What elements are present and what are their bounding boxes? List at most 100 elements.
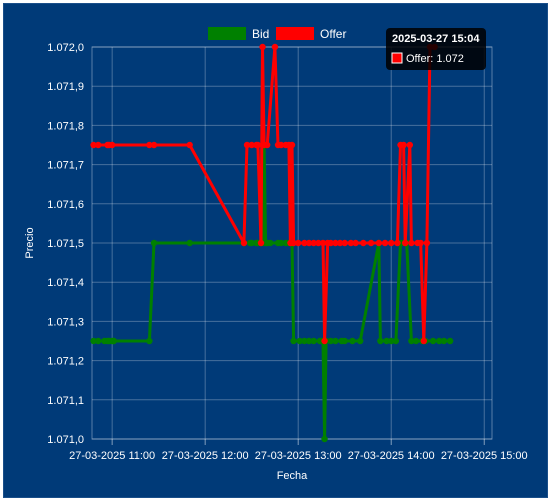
offer-data-point[interactable] <box>360 239 367 247</box>
x-tick-label: 27-03-2025 11:00 <box>69 450 155 462</box>
bid-data-point[interactable] <box>290 337 297 345</box>
bid-data-point[interactable] <box>436 337 443 345</box>
bid-data-point[interactable] <box>310 337 317 345</box>
offer-data-point[interactable] <box>327 239 334 247</box>
offer-data-point[interactable] <box>295 239 302 247</box>
x-tick-label: 27-03-2025 12:00 <box>162 450 249 462</box>
bid-data-point[interactable] <box>321 435 328 443</box>
tooltip-value: Offer: 1.072 <box>406 53 464 65</box>
offer-data-point[interactable] <box>423 239 431 247</box>
offer-data-point[interactable] <box>352 239 359 247</box>
offer-data-point[interactable] <box>95 141 102 149</box>
bid-data-point[interactable] <box>446 337 454 345</box>
y-tick-label: 1.071,4 <box>47 277 84 289</box>
offer-data-point[interactable] <box>288 141 296 149</box>
bid-data-point[interactable] <box>357 337 364 345</box>
offer-data-point[interactable] <box>263 141 271 149</box>
bid-data-point[interactable] <box>301 337 308 345</box>
bid-data-point[interactable] <box>412 337 420 345</box>
bid-data-point[interactable] <box>146 337 153 345</box>
offer-data-point[interactable] <box>290 239 297 247</box>
offer-data-point[interactable] <box>336 239 344 247</box>
bid-data-point[interactable] <box>267 239 274 247</box>
offer-data-point[interactable] <box>381 239 389 247</box>
offer-data-point[interactable] <box>400 141 407 149</box>
offer-data-point[interactable] <box>394 239 401 247</box>
offer-data-point[interactable] <box>408 239 415 247</box>
offer-data-point[interactable] <box>150 141 158 149</box>
offer-data-point[interactable] <box>332 239 339 247</box>
bid-data-point[interactable] <box>349 337 356 345</box>
bid-data-point[interactable] <box>377 337 384 345</box>
offer-data-point[interactable] <box>277 141 285 149</box>
offer-data-point[interactable] <box>319 239 327 247</box>
offer-data-point[interactable] <box>341 239 348 247</box>
bid-data-point[interactable] <box>95 337 102 345</box>
bid-data-point[interactable] <box>429 337 437 345</box>
offer-data-point[interactable] <box>240 239 248 247</box>
offer-data-point[interactable] <box>315 239 322 247</box>
tooltip-swatch <box>391 52 403 64</box>
y-tick-label: 1.071,2 <box>47 356 84 368</box>
y-tick-label: 1.071,0 <box>47 434 84 446</box>
bid-data-point[interactable] <box>90 337 97 345</box>
offer-data-point[interactable] <box>186 141 193 149</box>
offer-data-point[interactable] <box>146 141 153 149</box>
x-tick-label: 27-03-2025 14:00 <box>348 450 435 462</box>
x-axis-title: Fecha <box>277 470 308 482</box>
bid-data-point[interactable] <box>150 239 158 247</box>
legend-label-bid[interactable]: Bid <box>252 27 269 41</box>
offer-data-point[interactable] <box>367 239 375 247</box>
x-tick-label: 27-03-2025 13:00 <box>255 450 342 462</box>
bid-data-point[interactable] <box>332 337 339 345</box>
bid-data-point[interactable] <box>388 337 395 345</box>
y-tick-label: 1.071,6 <box>47 199 84 211</box>
bid-series-line <box>93 143 451 441</box>
offer-data-point[interactable] <box>259 43 266 51</box>
bid-data-point[interactable] <box>341 337 348 345</box>
bid-data-point[interactable] <box>305 337 313 345</box>
offer-data-point[interactable] <box>375 239 383 247</box>
bid-data-point[interactable] <box>277 239 285 247</box>
bid-data-point[interactable] <box>383 337 390 345</box>
bid-data-point[interactable] <box>327 337 334 345</box>
legend-swatch-offer[interactable] <box>276 27 314 40</box>
offer-data-point[interactable] <box>243 141 251 149</box>
offer-data-point[interactable] <box>420 337 427 345</box>
y-tick-label: 1.071,9 <box>47 81 84 93</box>
tooltip-box <box>386 28 486 70</box>
offer-data-point[interactable] <box>90 141 97 149</box>
bid-data-point[interactable] <box>186 239 193 247</box>
x-tick-label: 27-03-2025 15:00 <box>441 450 528 462</box>
y-axis-title: Precio <box>24 227 36 258</box>
offer-data-point[interactable] <box>301 239 308 247</box>
offer-data-point[interactable] <box>108 141 116 149</box>
y-tick-label: 1.072,0 <box>47 42 84 54</box>
offer-data-point[interactable] <box>406 141 414 149</box>
bid-data-point[interactable] <box>440 337 448 345</box>
offer-data-point[interactable] <box>417 239 424 247</box>
legend-swatch-bid[interactable] <box>208 27 246 40</box>
offer-data-point[interactable] <box>388 239 395 247</box>
bid-data-point[interactable] <box>110 337 117 345</box>
offer-data-point[interactable] <box>271 43 279 51</box>
legend-label-offer[interactable]: Offer <box>320 27 346 41</box>
offer-data-point[interactable] <box>401 239 409 247</box>
bid-data-point[interactable] <box>296 337 303 345</box>
plot-area-border <box>91 46 493 440</box>
bid-data-point[interactable] <box>408 337 415 345</box>
y-tick-label: 1.071,7 <box>47 160 84 172</box>
y-tick-label: 1.071,3 <box>47 316 84 328</box>
offer-data-point[interactable] <box>254 141 262 149</box>
offer-data-point[interactable] <box>347 239 355 247</box>
offer-data-point[interactable] <box>248 141 255 149</box>
tooltip-title: 2025-03-27 15:04 <box>392 33 480 45</box>
y-tick-label: 1.071,1 <box>47 395 84 407</box>
offer-data-point[interactable] <box>257 239 265 247</box>
bid-data-point[interactable] <box>248 239 255 247</box>
offer-data-point[interactable] <box>321 337 328 345</box>
offer-data-point[interactable] <box>310 239 317 247</box>
offer-data-point[interactable] <box>305 239 313 247</box>
bid-data-point[interactable] <box>392 337 400 345</box>
